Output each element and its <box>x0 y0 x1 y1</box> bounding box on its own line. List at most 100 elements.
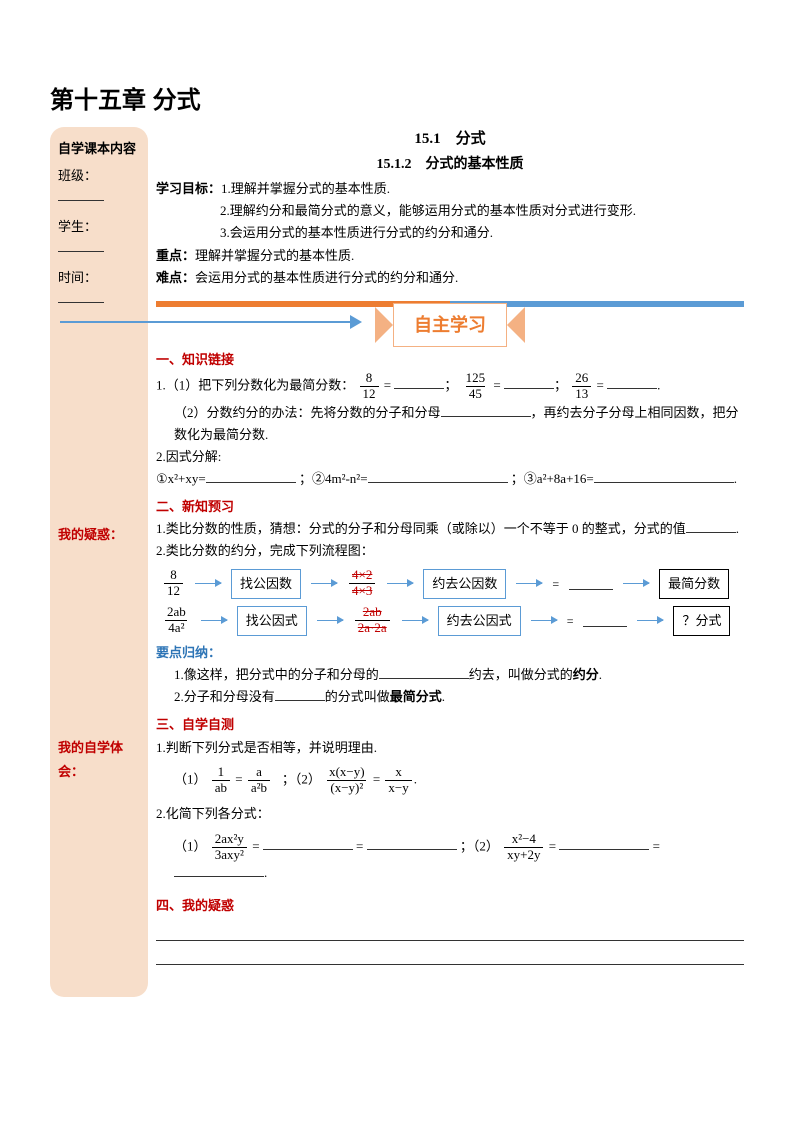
flow-row-2: 2ab4a² 找公因式 2ab2a·2a 约去公因式 = ？分式 <box>162 605 744 636</box>
flow-box-findfactor-num: 找公因数 <box>231 569 301 599</box>
arrow-icon <box>402 620 428 621</box>
reflection-label: 我的自学体会： <box>58 736 140 783</box>
doubt-label: 我的疑惑： <box>58 523 140 546</box>
f-d: xy+2y <box>504 847 543 863</box>
difficulty-row: 难点：会运用分式的基本性质进行分式的约分和通分. <box>156 267 744 289</box>
focus-text: 理解并掌握分式的基本性质. <box>195 248 354 263</box>
arrow-icon <box>531 620 557 621</box>
s1-q1: 1.（1）把下列分数化为最简分数： 812 = ； 12545 = ； 2613… <box>156 371 744 402</box>
flow-r2-mid-num: 2ab <box>360 605 385 620</box>
flow-r2-den: 4a² <box>165 620 187 636</box>
arrow-icon <box>195 583 221 584</box>
f-d: 3axy² <box>212 847 247 863</box>
arrow-icon <box>637 620 663 621</box>
s1-q1b: （2）分数约分的办法：先将分数的分子和分母，再约去分子分母上相同因数，把分数化为… <box>156 402 744 446</box>
s2-p1: 1.类比分数的性质，猜想：分式的分子和分母同乘（或除以）一个不等于 0 的整式，… <box>156 518 744 540</box>
arrow-icon <box>516 583 542 584</box>
section-4-heading: 四、我的疑惑 <box>156 895 744 917</box>
frac2-den: 45 <box>466 386 485 402</box>
flow-box-findfactor-expr: 找公因式 <box>237 606 307 636</box>
time-field[interactable]: 时间： <box>58 266 140 313</box>
time-label: 时间： <box>58 270 97 285</box>
s1-q1b-text: （2）分数约分的办法：先将分数的分子和分母 <box>174 405 441 420</box>
f-n: x²−4 <box>509 832 539 847</box>
s1-q2-2: ；②4m²-n²= <box>299 471 368 486</box>
frac3-den: 13 <box>572 386 591 402</box>
frac2-num: 125 <box>463 371 489 386</box>
s2-p1-end: . <box>736 521 739 536</box>
s3-q1-2-label: ；（2） <box>282 771 321 786</box>
f-d: (x−y)² <box>327 780 366 796</box>
frac3-num: 26 <box>572 371 591 386</box>
kp2-bold: 最简分式 <box>390 689 442 704</box>
banner: 自主学习 <box>375 303 525 348</box>
flow-r1-mid-den: 4×3 <box>349 583 375 599</box>
goal-2: 2.理解约分和最简分式的意义，能够运用分式的基本性质对分式进行变形. <box>220 203 636 218</box>
goal-1: 1.理解并掌握分式的基本性质. <box>221 181 390 196</box>
banner-notch-left-icon <box>375 307 393 343</box>
page-layout: 自学课本内容 班级： 学生： 时间： 我的疑惑： 我的自学体会： 15.1 分式… <box>50 127 744 997</box>
s2-p2: 2.类比分数的约分，完成下列流程图： <box>156 540 744 562</box>
flow-box-reduce-expr: 约去公因式 <box>438 606 521 636</box>
s3-q2: 2.化简下列各分式： <box>156 803 744 825</box>
objectives-label: 学习目标： <box>156 181 221 196</box>
s2-p1-text: 1.类比分数的性质，猜想：分式的分子和分母同乘（或除以）一个不等于 0 的整式，… <box>156 521 686 536</box>
blank-line-1[interactable] <box>156 925 744 941</box>
s1-q2-3: ；③a²+8a+16= <box>511 471 594 486</box>
kp1-b: 约去，叫做分式的 <box>469 667 573 682</box>
s1-q2-1: ①x²+xy= <box>156 471 206 486</box>
focus-label: 重点： <box>156 248 195 263</box>
f-n: 2ax²y <box>212 832 247 847</box>
arrow-line <box>60 321 350 323</box>
main-content: 15.1 分式 15.1.2 分式的基本性质 学习目标：1.理解并掌握分式的基本… <box>156 127 744 997</box>
keypoint-2: 2.分子和分母没有 的分式叫做最简分式. <box>156 686 744 708</box>
kp1-a: 1.像这样，把分式中的分子和分母的 <box>174 667 379 682</box>
flow-r1-num: 8 <box>167 568 180 583</box>
class-field[interactable]: 班级： <box>58 164 140 211</box>
focus-row: 重点：理解并掌握分式的基本性质. <box>156 245 744 267</box>
sidebar-heading: 自学课本内容 <box>58 137 140 160</box>
s3-q1-items: （1） 1ab = aa²b ；（2） x(x−y)(x−y)² = xx−y. <box>156 765 744 796</box>
f-n: x <box>392 765 405 780</box>
student-field[interactable]: 学生： <box>58 215 140 262</box>
s1-q2-end: . <box>734 471 737 486</box>
s3-q2-1-label: （1） <box>174 838 207 853</box>
subsection-title: 15.1.2 分式的基本性质 <box>156 153 744 177</box>
goal-3: 3.会运用分式的基本性质进行分式的约分和通分. <box>220 225 493 240</box>
s3-q2-2-label: ；（2） <box>460 838 499 853</box>
frac1-num: 8 <box>363 371 376 386</box>
objectives: 学习目标：1.理解并掌握分式的基本性质. 2.理解约分和最简分式的意义，能够运用… <box>156 178 744 244</box>
s1-q2-label: 2.因式分解: <box>156 449 221 464</box>
keypoints-heading: 要点归纳： <box>156 642 744 664</box>
flow-r2-num: 2ab <box>164 605 189 620</box>
flow-r2-mid-den: 2a·2a <box>355 620 390 636</box>
flow-row-1: 812 找公因数 4×24×3 约去公因数 = 最简分数 <box>162 568 744 599</box>
f-n: a <box>253 765 265 780</box>
banner-section: 自主学习 <box>156 297 744 341</box>
kp2-b: 的分式叫做 <box>325 689 390 704</box>
flow-box-simplest-frac: 最简分数 <box>659 569 729 599</box>
kp-end: . <box>599 667 602 682</box>
difficulty-label: 难点： <box>156 270 195 285</box>
section-2-heading: 二、新知预习 <box>156 496 744 518</box>
f-n: x(x−y) <box>326 765 368 780</box>
s1-q1-prefix: 1.（1）把下列分数化为最简分数： <box>156 377 354 392</box>
kp2-a: 2.分子和分母没有 <box>174 689 275 704</box>
kp-end2: . <box>442 689 445 704</box>
section-number: 15.1 分式 <box>156 127 744 153</box>
student-label: 学生： <box>58 219 97 234</box>
arrow-icon <box>311 583 337 584</box>
section-3-heading: 三、自学自测 <box>156 714 744 736</box>
f-d: ab <box>212 780 230 796</box>
f-d: x−y <box>385 780 411 796</box>
kp1-bold: 约分 <box>573 667 599 682</box>
flow-box-question-frac: ？分式 <box>673 606 730 636</box>
arrow-head-icon <box>350 315 362 329</box>
f-d: a²b <box>248 780 270 796</box>
flow-box-reduce-num: 约去公因数 <box>423 569 506 599</box>
arrow-icon <box>201 620 227 621</box>
blank-line-2[interactable] <box>156 949 744 965</box>
class-label: 班级： <box>58 168 97 183</box>
flow-r1-den: 12 <box>164 583 183 599</box>
s3-q1-1-label: （1） <box>174 771 207 786</box>
